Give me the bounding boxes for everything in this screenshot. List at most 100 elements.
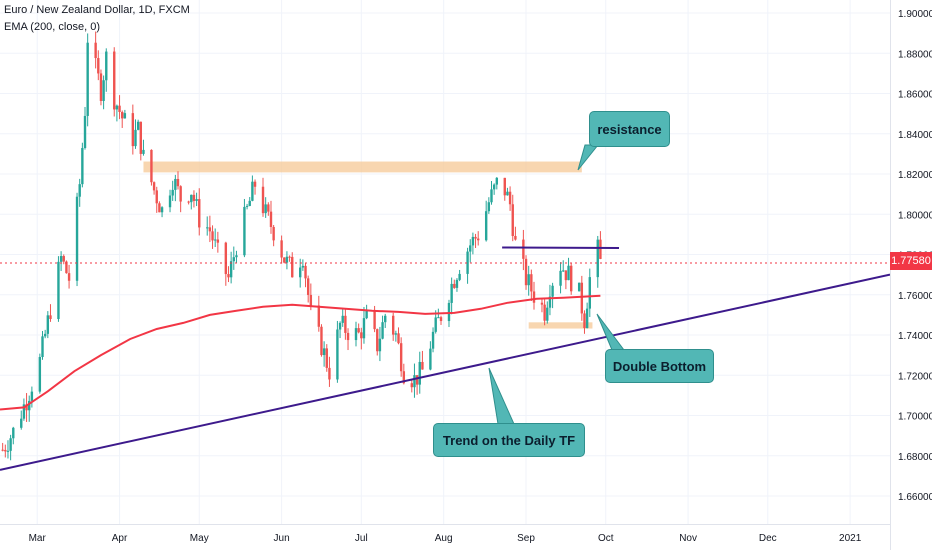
candle-down xyxy=(131,113,135,147)
candle-up xyxy=(577,282,581,292)
candle-up xyxy=(567,265,570,281)
candle-up xyxy=(506,191,509,196)
candle-down xyxy=(288,256,291,258)
candle-up xyxy=(562,270,565,272)
candle-down xyxy=(267,204,270,212)
candle-down xyxy=(599,239,602,259)
candle-up xyxy=(134,129,137,147)
time-axis-divider xyxy=(0,524,890,525)
candle-down xyxy=(155,190,158,204)
x-tick-label: Sep xyxy=(517,533,535,544)
y-tick-label: 1.68000 xyxy=(898,452,932,463)
resistance-pointer xyxy=(577,144,600,171)
candle-up xyxy=(322,348,326,356)
candle-up xyxy=(22,404,26,419)
candle-up xyxy=(548,296,552,308)
trend-callout[interactable]: Trend on the Daily TF xyxy=(433,423,585,457)
candle-down xyxy=(540,302,544,305)
candle-down xyxy=(532,291,536,303)
candle-up xyxy=(102,80,105,101)
y-tick-label: 1.88000 xyxy=(898,49,932,60)
candle-down xyxy=(216,239,220,243)
candle-down xyxy=(224,242,228,275)
candle-down xyxy=(94,42,97,59)
y-tick-label: 1.80000 xyxy=(898,210,932,221)
candle-down xyxy=(402,371,406,384)
symbol-title[interactable]: Euro / New Zealand Dollar, 1D, FXCM xyxy=(4,4,190,16)
candle-down xyxy=(583,313,586,329)
y-tick-label: 1.76000 xyxy=(898,291,932,302)
candle-down xyxy=(399,343,403,372)
candle-down xyxy=(192,194,196,201)
y-tick-label: 1.70000 xyxy=(898,412,932,423)
candle-down xyxy=(569,265,573,292)
indicator-legend[interactable]: EMA (200, close, 0) xyxy=(4,21,100,33)
candle-up xyxy=(299,267,302,278)
candle-down xyxy=(325,348,328,368)
candle-down xyxy=(397,333,400,344)
candle-down xyxy=(474,236,477,239)
candle-up xyxy=(458,273,461,280)
candle-up xyxy=(38,357,42,392)
candle-down xyxy=(198,199,201,228)
candle-up xyxy=(384,315,387,323)
candle-up xyxy=(12,427,15,439)
candle-up xyxy=(243,206,246,256)
candle-down xyxy=(211,231,214,241)
candle-up xyxy=(527,274,530,286)
candle-up xyxy=(546,307,549,321)
candle-up xyxy=(57,261,60,319)
candle-up xyxy=(245,205,249,207)
y-tick-label: 1.74000 xyxy=(898,331,932,342)
candle-up xyxy=(251,181,254,201)
neckline xyxy=(502,246,620,250)
candle-down xyxy=(320,326,323,356)
candle-down xyxy=(309,294,313,306)
candle-down xyxy=(524,258,528,286)
candle-down xyxy=(187,201,190,203)
candle-down xyxy=(376,329,379,352)
candle-down xyxy=(113,51,116,110)
y-tick-label: 1.90000 xyxy=(898,9,932,20)
candle-up xyxy=(585,308,589,329)
candle-up xyxy=(20,418,23,428)
candle-up xyxy=(490,189,493,203)
candle-up xyxy=(41,336,44,358)
candle-up xyxy=(431,331,435,349)
double-bottom-callout[interactable]: Double Bottom xyxy=(605,349,714,383)
candle-down xyxy=(25,404,28,411)
candle-down xyxy=(317,305,321,327)
candle-down xyxy=(158,203,161,213)
candle-up xyxy=(43,333,47,337)
candle-up xyxy=(142,149,145,154)
candle-down xyxy=(415,375,419,385)
candle-down xyxy=(118,105,121,112)
candle-up xyxy=(378,338,382,352)
candle-down xyxy=(357,328,360,333)
candle-down xyxy=(511,204,514,236)
candle-down xyxy=(439,317,443,322)
candle-down xyxy=(65,261,68,274)
x-tick-label: Jun xyxy=(274,533,290,544)
candle-up xyxy=(46,315,50,334)
x-tick-label: Oct xyxy=(598,533,614,544)
candle-down xyxy=(280,240,283,258)
candle-down xyxy=(269,211,273,227)
x-tick-label: May xyxy=(190,533,209,544)
ema-200-line xyxy=(0,294,601,411)
candle-up xyxy=(354,328,358,341)
candle-up xyxy=(484,211,488,241)
candle-up xyxy=(559,270,562,286)
candle-up xyxy=(160,207,164,213)
candle-down xyxy=(291,256,294,278)
trendline xyxy=(0,273,891,471)
highlight-zones xyxy=(143,161,593,329)
candle-up xyxy=(588,277,591,309)
candle-down xyxy=(360,332,363,339)
candle-up xyxy=(115,105,119,110)
resistance-callout[interactable]: resistance xyxy=(589,111,670,147)
x-tick-label: 2021 xyxy=(839,533,862,544)
candle-up xyxy=(59,256,63,262)
